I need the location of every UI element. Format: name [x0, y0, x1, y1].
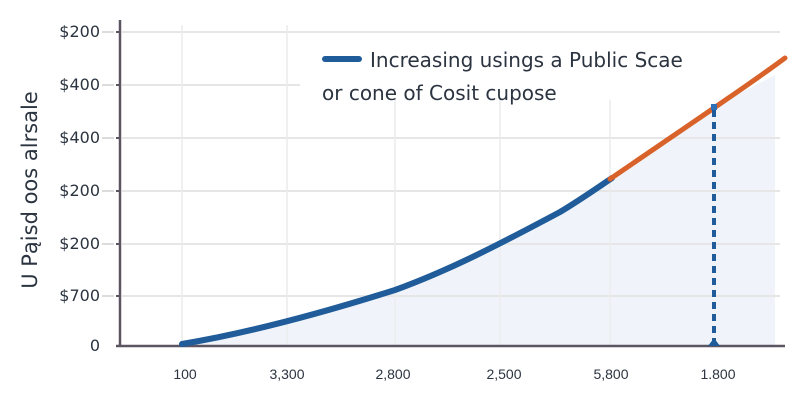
- y-tick-label: $200: [59, 181, 100, 200]
- x-tick-label: 2,800: [375, 366, 411, 382]
- vertical-gridlines: [181, 25, 611, 346]
- y-tick-label: 0: [89, 336, 100, 355]
- y-tick-label: $700: [59, 286, 100, 305]
- legend-label-line2: or cone of Cosit cupose: [322, 81, 557, 105]
- legend-label-line1: Increasing usings a Public Scae: [370, 48, 683, 72]
- y-axis-tick-stubs: [102, 31, 114, 297]
- y-axis-ticks: [116, 31, 120, 297]
- marker-point: [711, 104, 717, 110]
- legend-entry: Increasing usings a Public Scae: [322, 44, 683, 77]
- series-line-blue: [179, 175, 615, 347]
- area-fill: [182, 75, 775, 346]
- x-tick-label: 3,300: [269, 366, 305, 382]
- x-tick-label: 100: [173, 366, 197, 382]
- y-tick-label: $400: [59, 75, 100, 94]
- marker-triangle-icon: [708, 338, 720, 346]
- x-tick-label: 2,500: [486, 366, 522, 382]
- legend: Increasing usings a Public Scae or cone …: [322, 44, 683, 110]
- legend-swatch: [322, 55, 362, 62]
- x-tick-label: 1.800: [700, 366, 736, 382]
- y-tick-label: $400: [59, 128, 100, 147]
- x-tick-label: 5,800: [593, 366, 629, 382]
- y-tick-label: $200: [59, 22, 100, 41]
- y-tick-label: $200: [59, 234, 100, 253]
